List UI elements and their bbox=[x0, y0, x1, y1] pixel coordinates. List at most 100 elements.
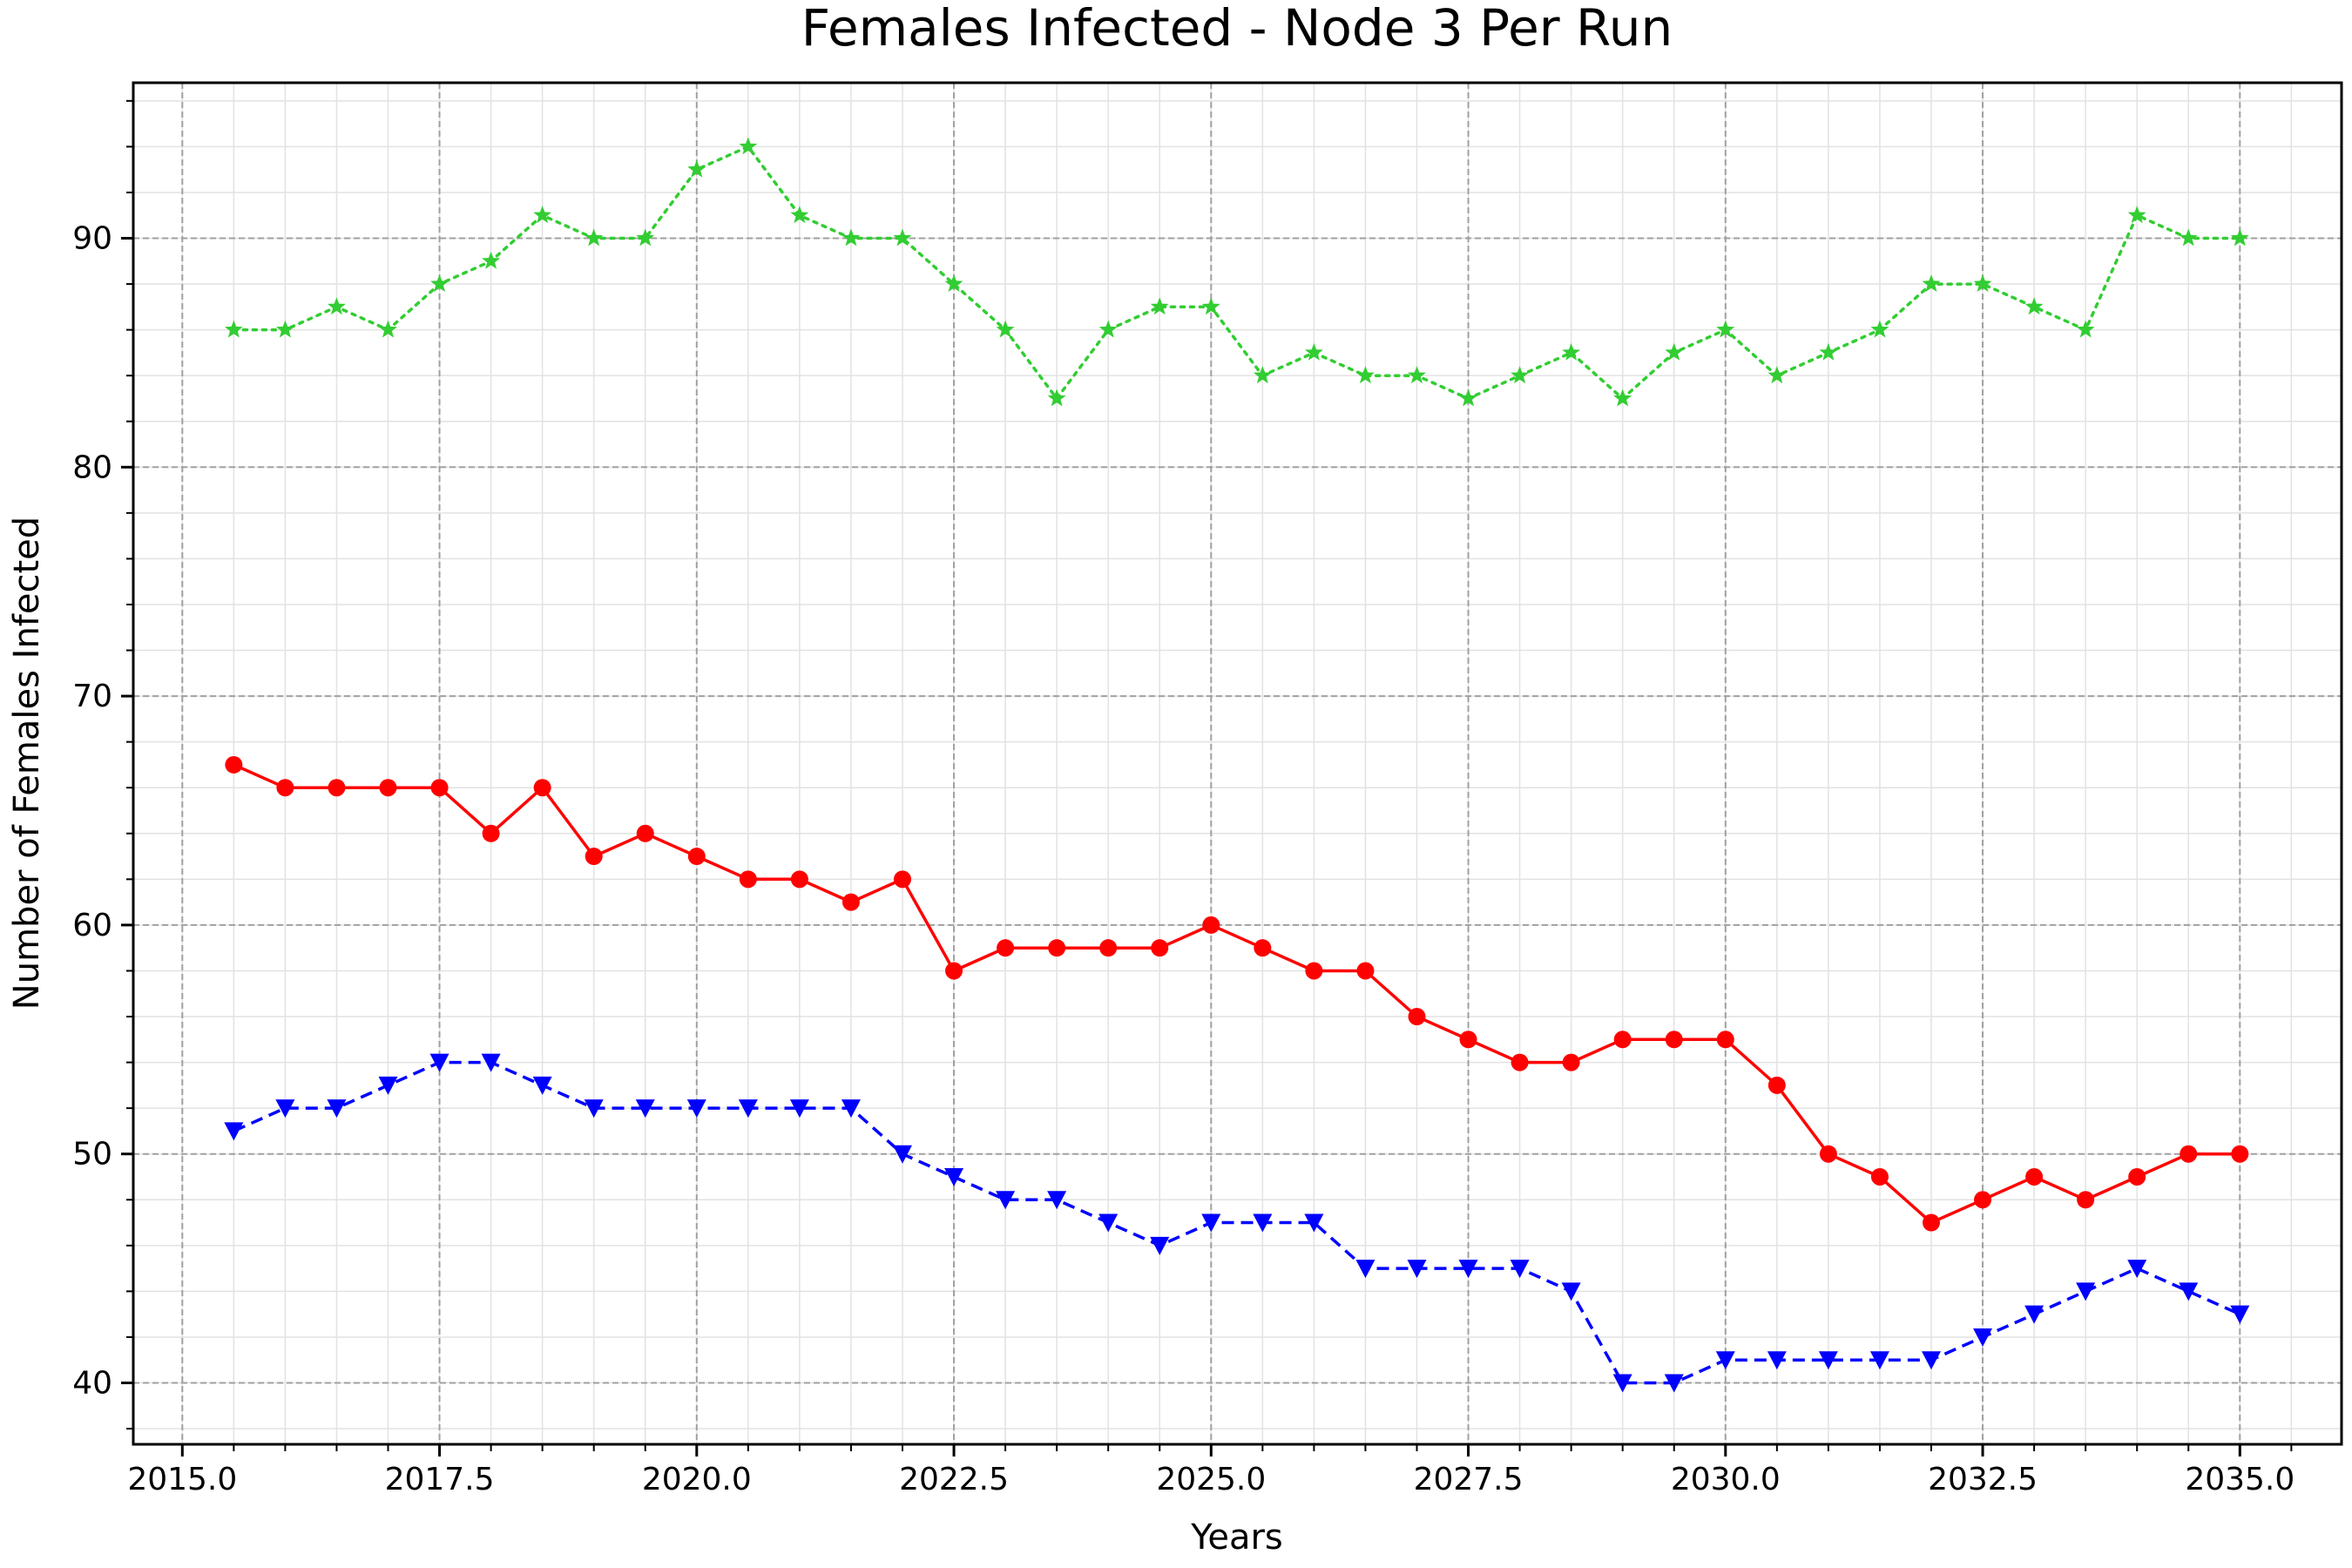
data-point bbox=[1870, 1167, 1889, 1186]
data-point bbox=[2127, 206, 2146, 224]
data-point bbox=[1612, 1374, 1632, 1393]
data-point bbox=[1510, 1260, 1530, 1279]
data-point bbox=[1202, 916, 1220, 934]
data-point bbox=[1665, 342, 1684, 361]
data-point bbox=[1098, 1213, 1119, 1233]
x-tick-label: 2030.0 bbox=[1671, 1462, 1781, 1497]
data-point bbox=[1304, 1213, 1324, 1233]
data-point bbox=[739, 870, 757, 889]
data-point bbox=[2230, 1305, 2250, 1324]
x-tick-label: 2027.5 bbox=[1414, 1462, 1524, 1497]
data-point bbox=[2128, 1167, 2146, 1186]
data-point bbox=[2076, 320, 2095, 338]
series-line bbox=[233, 1060, 2241, 1385]
data-point bbox=[2024, 1305, 2044, 1324]
data-point bbox=[1973, 1328, 1993, 1347]
y-tick-label: 90 bbox=[72, 221, 112, 257]
data-point bbox=[1819, 1145, 1837, 1163]
data-point bbox=[1098, 320, 1118, 338]
data-point bbox=[224, 320, 243, 338]
x-tick-label: 2015.0 bbox=[127, 1462, 237, 1497]
y-tick-label: 40 bbox=[72, 1366, 112, 1402]
data-point bbox=[275, 1099, 295, 1119]
data-point bbox=[429, 1053, 449, 1072]
data-point bbox=[841, 893, 860, 911]
series-1 bbox=[225, 755, 2249, 1232]
data-point bbox=[996, 320, 1015, 338]
data-point bbox=[841, 228, 861, 247]
data-point bbox=[585, 228, 604, 247]
data-point bbox=[1922, 1351, 1941, 1370]
data-point bbox=[533, 779, 551, 797]
data-point bbox=[1715, 1351, 1735, 1370]
x-tick-label: 2032.5 bbox=[1928, 1462, 2038, 1497]
major-grid bbox=[133, 83, 2342, 1444]
data-point bbox=[2231, 1145, 2249, 1163]
data-point bbox=[1201, 297, 1220, 315]
data-point bbox=[2179, 1282, 2199, 1301]
axis-ticks: 2015.0 2017.5 2020.0 2022.5 2025.0 2027.5 2030… bbox=[72, 99, 2295, 1497]
data-point bbox=[1922, 274, 1941, 292]
data-point bbox=[1047, 1191, 1067, 1210]
data-point bbox=[1664, 1374, 1684, 1393]
x-tick-label: 2017.5 bbox=[385, 1462, 495, 1497]
data-point bbox=[1407, 1260, 1427, 1279]
data-point bbox=[1767, 1076, 1786, 1094]
data-point bbox=[1253, 366, 1272, 384]
data-point bbox=[687, 159, 706, 178]
data-point bbox=[1459, 389, 1477, 407]
data-point bbox=[1099, 939, 1118, 957]
data-point bbox=[224, 1122, 244, 1141]
data-point bbox=[945, 962, 963, 980]
x-tick-label: 2022.5 bbox=[899, 1462, 1009, 1497]
data-point bbox=[1869, 1351, 1889, 1370]
data-point bbox=[225, 755, 243, 774]
data-point bbox=[1356, 366, 1375, 384]
data-point bbox=[482, 251, 501, 269]
data-point bbox=[1974, 1191, 1992, 1209]
data-point bbox=[328, 297, 346, 315]
data-point bbox=[1562, 342, 1581, 361]
data-point bbox=[2127, 1260, 2147, 1279]
data-point bbox=[379, 320, 397, 338]
data-point bbox=[2180, 1145, 2198, 1163]
data-point bbox=[997, 939, 1015, 957]
data-point bbox=[1459, 1031, 1477, 1049]
data-point bbox=[1819, 342, 1838, 361]
data-point bbox=[944, 274, 963, 292]
data-point bbox=[430, 779, 449, 797]
data-point bbox=[893, 228, 912, 247]
data-point bbox=[1150, 297, 1169, 315]
data-point bbox=[1511, 1053, 1529, 1071]
data-point bbox=[790, 870, 808, 889]
data-point bbox=[1561, 1282, 1581, 1301]
data-point bbox=[327, 1099, 347, 1119]
series-line bbox=[233, 763, 2240, 1225]
data-point bbox=[482, 824, 500, 842]
data-point bbox=[1767, 366, 1787, 384]
series-2 bbox=[224, 1053, 2250, 1393]
x-tick-label: 2025.0 bbox=[1156, 1462, 1266, 1497]
data-point bbox=[738, 1099, 758, 1119]
data-point bbox=[789, 1099, 809, 1119]
data-point bbox=[893, 1145, 912, 1164]
data-point bbox=[996, 1191, 1016, 1210]
y-tick-label: 80 bbox=[72, 449, 112, 485]
data-point bbox=[686, 1099, 706, 1119]
data-point bbox=[1408, 1008, 1426, 1026]
series-layer bbox=[224, 137, 2250, 1393]
y-axis-label: Number of Females Infected bbox=[7, 517, 47, 1010]
data-point bbox=[1716, 320, 1735, 338]
data-point bbox=[1767, 1351, 1787, 1370]
data-point bbox=[1150, 1236, 1170, 1255]
data-point bbox=[2024, 297, 2044, 315]
data-point bbox=[1613, 389, 1632, 407]
y-tick-label: 50 bbox=[72, 1137, 112, 1173]
data-point bbox=[378, 1076, 398, 1095]
data-point bbox=[430, 274, 449, 292]
data-point bbox=[1613, 1031, 1632, 1049]
data-point bbox=[481, 1053, 501, 1072]
data-point bbox=[790, 206, 809, 224]
data-point bbox=[1356, 962, 1375, 980]
